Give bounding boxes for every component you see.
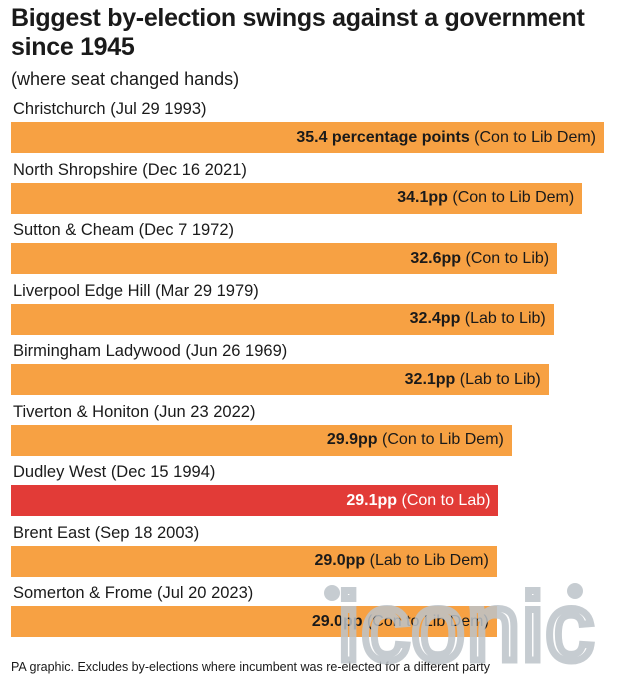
swing-label: (Con to Lib Dem) [366, 612, 489, 630]
watermark-dot-right [567, 583, 583, 599]
bar: 34.1pp (Con to Lib Dem) [11, 182, 583, 214]
swing-label: (Con to Lib Dem) [452, 189, 575, 206]
bar: 35.4 percentage points (Con to Lib Dem) [11, 122, 604, 153]
bar: 29.1pp (Con to Lab) [11, 485, 499, 516]
swing-label: (Con to Lab) [401, 491, 491, 509]
data-label: 29.9pp [326, 431, 378, 448]
bar: 29.0pp (Con to Lib Dem) [11, 606, 497, 637]
category-label: North Shropshire (Dec 16 2021) [13, 160, 247, 179]
data-label: 29.0pp [314, 552, 366, 569]
swing-label: (Con to Lib Dem) [474, 128, 596, 146]
data-label: 32.6pp [410, 249, 462, 267]
swing-label: (Lab to Lib Dem) [369, 552, 489, 569]
footnote: PA graphic. Excludes by-elections where … [11, 660, 490, 674]
watermark-dot-left [324, 585, 340, 601]
swing-label: (Con to Lib) [465, 249, 550, 267]
category-label: Dudley West (Dec 15 1994) [13, 463, 216, 481]
data-label: 32.1pp [404, 370, 456, 388]
data-label: 29.1pp [346, 491, 398, 509]
swing-label: (Lab to Lib) [459, 370, 541, 388]
chart-subtitle: (where seat changed hands) [11, 69, 240, 89]
bar: 32.6pp (Con to Lib) [11, 243, 558, 274]
bar: 32.4pp (Lab to Lib) [11, 303, 554, 335]
swing-label: (Lab to Lib) [464, 310, 546, 327]
chart-title: Biggest by-election swings against a gov… [11, 4, 585, 61]
category-label: Somerton & Frome (Jul 20 2023) [13, 584, 254, 602]
swing-label: (Con to Lib Dem) [382, 431, 504, 448]
category-label: Liverpool Edge Hill (Mar 29 1979) [13, 281, 259, 300]
data-label: 32.4pp [409, 310, 461, 327]
category-label: Sutton & Cheam (Dec 7 1972) [13, 221, 235, 239]
data-label: 34.1pp [397, 189, 448, 206]
category-label: Christchurch (Jul 29 1993) [13, 100, 207, 118]
data-label: 35.4 percentage points [296, 128, 470, 146]
bar: 29.0pp (Lab to Lib Dem) [11, 545, 497, 577]
bar: 32.1pp (Lab to Lib) [11, 364, 549, 395]
bar: 29.9pp (Con to Lib Dem) [11, 424, 512, 456]
data-label: 29.0pp [311, 612, 363, 630]
category-label: Tiverton & Honiton (Jun 23 2022) [13, 402, 256, 421]
category-label: Brent East (Sep 18 2003) [13, 523, 200, 542]
category-label: Birmingham Ladywood (Jun 26 1969) [13, 342, 288, 360]
